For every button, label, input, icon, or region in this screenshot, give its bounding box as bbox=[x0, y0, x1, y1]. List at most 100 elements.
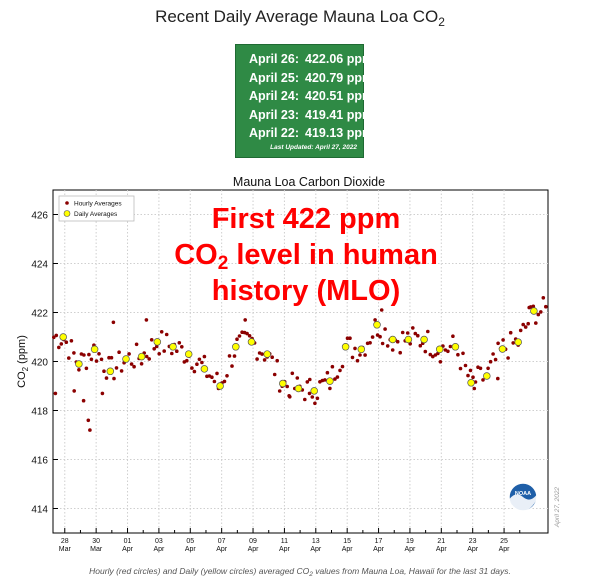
hourly-point bbox=[77, 368, 81, 372]
hourly-point bbox=[277, 389, 282, 393]
hourly-point bbox=[472, 386, 477, 391]
hourly-point bbox=[413, 331, 418, 336]
x-tick-label: 11 bbox=[281, 538, 288, 545]
hourly-point bbox=[508, 330, 513, 335]
daily-point bbox=[498, 345, 507, 353]
x-tick-label: 28 bbox=[61, 538, 69, 545]
reading-date: April 26: bbox=[248, 52, 299, 66]
x-tick-month: Apr bbox=[467, 546, 479, 553]
daily-point bbox=[451, 343, 460, 351]
reading-value: 420.51 ppm bbox=[305, 89, 374, 104]
legend-daily-label: Daily Averages bbox=[74, 211, 118, 218]
hourly-point bbox=[81, 398, 86, 403]
x-tick-month: Apr bbox=[279, 546, 291, 553]
x-tick-label: 19 bbox=[406, 538, 414, 545]
hourly-point bbox=[215, 371, 219, 376]
daily-point bbox=[357, 345, 366, 354]
hourly-point bbox=[438, 360, 443, 364]
hourly-point bbox=[496, 376, 500, 381]
hourly-point bbox=[521, 322, 525, 327]
x-tick-label: 30 bbox=[92, 538, 100, 545]
daily-readings-panel: April 26: 422.06 ppm April 25: 420.79 ppm … bbox=[235, 44, 373, 158]
hourly-point bbox=[531, 304, 536, 309]
hourly-point bbox=[426, 329, 430, 334]
legend-daily-marker bbox=[63, 210, 71, 217]
hourly-point bbox=[149, 338, 154, 342]
daily-point bbox=[388, 335, 397, 344]
x-tick-month: Apr bbox=[373, 546, 385, 553]
daily-point bbox=[530, 307, 538, 315]
hourly-point bbox=[539, 310, 543, 314]
hourly-point bbox=[446, 349, 450, 354]
x-tick-month: Apr bbox=[342, 546, 354, 553]
noaa-logo: NOAA bbox=[508, 482, 538, 512]
hourly-point bbox=[330, 364, 335, 369]
daily-point bbox=[75, 360, 83, 368]
y-tick-label: 418 bbox=[31, 407, 48, 418]
daily-point bbox=[279, 379, 287, 388]
hourly-point bbox=[315, 396, 320, 401]
x-tick-label: 03 bbox=[155, 538, 163, 545]
x-tick-label: 09 bbox=[249, 538, 257, 545]
hourly-point bbox=[287, 394, 291, 398]
hourly-point bbox=[451, 334, 455, 339]
hourly-point bbox=[164, 332, 169, 337]
hourly-point bbox=[210, 375, 214, 380]
hourly-point bbox=[466, 373, 470, 378]
hourly-point bbox=[117, 350, 121, 355]
y-tick-label: 424 bbox=[31, 260, 48, 271]
daily-point bbox=[200, 365, 209, 373]
annotation-line-1: First 422 ppm bbox=[212, 203, 401, 235]
hourly-point bbox=[355, 358, 360, 363]
y-tick-label: 422 bbox=[31, 309, 48, 320]
y-tick-label: 426 bbox=[31, 211, 48, 222]
hourly-point bbox=[471, 375, 475, 380]
hourly-point bbox=[400, 330, 405, 335]
hourly-point bbox=[177, 341, 182, 345]
daily-point bbox=[467, 379, 475, 387]
last-updated: Last Updated: April 27, 2022 bbox=[270, 143, 357, 151]
daily-point bbox=[341, 343, 350, 351]
hourly-point bbox=[107, 355, 111, 360]
hourly-point bbox=[275, 358, 280, 363]
daily-point bbox=[326, 377, 334, 385]
hourly-point bbox=[523, 325, 528, 329]
daily-series bbox=[59, 307, 538, 395]
hourly-point bbox=[405, 331, 410, 335]
daily-point bbox=[59, 333, 67, 341]
hourly-point bbox=[127, 352, 131, 356]
daily-point bbox=[137, 352, 146, 361]
daily-point bbox=[483, 372, 491, 380]
hourly-point bbox=[200, 360, 204, 365]
hourly-point bbox=[380, 341, 385, 346]
hourly-point bbox=[262, 358, 267, 362]
hourly-point bbox=[247, 334, 252, 338]
x-tick-month: Apr bbox=[248, 546, 260, 553]
footnote: Hourly (red circles) and Daily (yellow c… bbox=[89, 566, 511, 578]
hourly-point bbox=[303, 397, 307, 402]
hourly-point bbox=[488, 359, 493, 364]
daily-point bbox=[373, 321, 381, 329]
reading-date: April 23: bbox=[248, 107, 299, 122]
reading-value: 419.41 ppm bbox=[305, 107, 374, 122]
hourly-point bbox=[536, 312, 541, 317]
x-tick-month: Mar bbox=[90, 546, 103, 553]
hourly-point bbox=[243, 318, 247, 322]
hourly-point bbox=[162, 349, 166, 353]
hourly-point bbox=[323, 378, 327, 382]
noaa-logo-text: NOAA bbox=[515, 491, 531, 497]
hourly-point bbox=[272, 372, 277, 377]
reading-value: 422.06 ppm bbox=[305, 52, 374, 66]
hourly-point bbox=[227, 354, 232, 358]
plot-frame bbox=[52, 189, 549, 534]
x-tick-month: Mar bbox=[59, 546, 72, 553]
annotation-line-2: CO2 level in human bbox=[174, 239, 438, 274]
hourly-point bbox=[102, 369, 106, 374]
x-tick-month: Apr bbox=[499, 546, 511, 553]
reading-row: April 23: 419.41 ppm bbox=[242, 106, 373, 125]
hourly-point bbox=[159, 330, 164, 334]
hourly-point bbox=[225, 374, 229, 378]
noaa-logo-wave bbox=[509, 494, 537, 511]
hourly-point bbox=[100, 391, 105, 396]
